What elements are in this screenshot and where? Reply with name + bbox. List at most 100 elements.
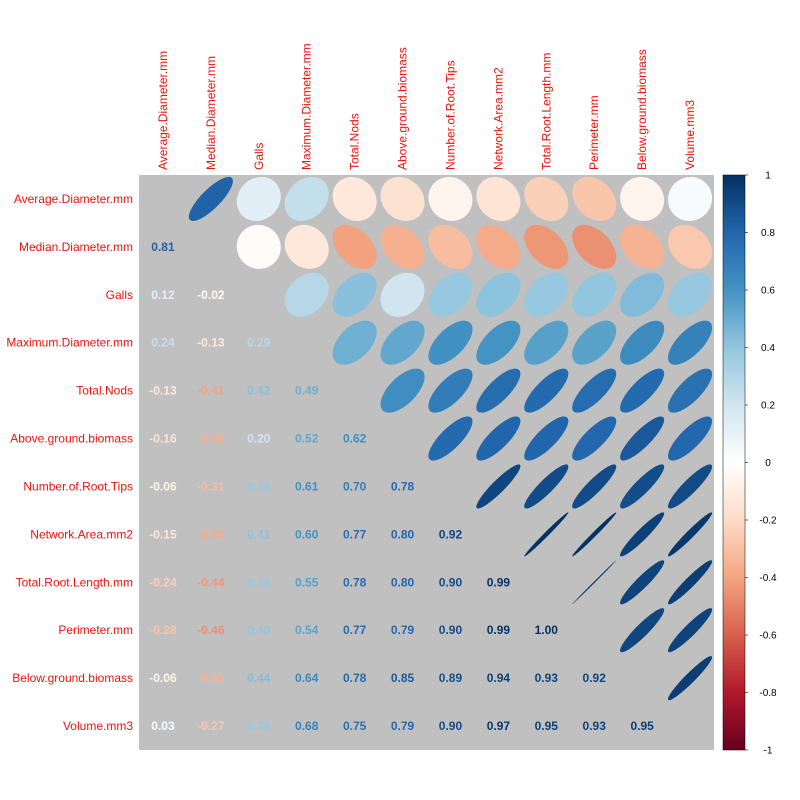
corr-value-below-ground-biomass-network-area-mm2: 0.94: [487, 671, 511, 685]
corr-ellipse-number-of-root-tips-total-root-length-mm: [524, 464, 569, 509]
corr-ellipse-above-ground-biomass-volume-mm3: [668, 416, 713, 461]
corr-ellipse-total-nods-volume-mm3: [668, 368, 713, 413]
corr-value-perimeter-mm-galls: 0.40: [247, 623, 271, 637]
corr-ellipse-number-of-root-tips-perimeter-mm: [572, 464, 617, 509]
corr-value-below-ground-biomass-number-of-root-tips: 0.89: [439, 671, 463, 685]
corr-ellipse-maximum-diameter-mm-volume-mm3: [668, 320, 713, 365]
corr-ellipse-perimeter-mm-below-ground-biomass: [620, 608, 665, 653]
corr-value-below-ground-biomass-total-root-length-mm: 0.93: [535, 671, 559, 685]
corr-value-network-area-mm2-above-ground-biomass: 0.80: [391, 527, 415, 541]
row-label-galls: Galls: [106, 288, 133, 302]
row-label-below-ground-biomass: Below.ground.biomass: [12, 671, 133, 685]
corr-ellipse-average-diameter-mm-galls: [236, 176, 281, 221]
corr-ellipse-median-diameter-mm-total-root-length-mm: [524, 224, 569, 269]
corr-ellipse-total-root-length-mm-volume-mm3: [668, 560, 713, 605]
corr-value-volume-mm3-average-diameter-mm: 0.03: [151, 719, 175, 733]
corr-value-below-ground-biomass-average-diameter-mm: -0.06: [149, 671, 177, 685]
color-legend-tick-label: 1: [765, 171, 771, 182]
coefficient-layer: 0.81 0.12 -0.02 0.24 -0.13 0.29 -0.13 -0.41 0.42…: [149, 240, 654, 733]
corr-ellipse-maximum-diameter-mm-above-ground-biomass: [380, 320, 425, 365]
color-legend-tick-label: 0.4: [761, 343, 775, 354]
corr-value-total-root-length-mm-total-nods: 0.78: [343, 575, 367, 589]
color-legend-tick-label: -0.6: [759, 631, 777, 642]
corr-ellipse-total-nods-network-area-mm2: [476, 368, 521, 413]
corr-value-volume-mm3-total-nods: 0.75: [343, 719, 367, 733]
corr-value-perimeter-mm-median-diameter-mm: -0.46: [197, 623, 225, 637]
corr-value-network-area-mm2-number-of-root-tips: 0.92: [439, 527, 463, 541]
corr-ellipse-average-diameter-mm-total-root-length-mm: [524, 176, 569, 221]
col-label-volume-mm3: Volume.mm3: [683, 100, 697, 170]
corr-ellipse-below-ground-biomass-volume-mm3: [668, 656, 713, 701]
corr-ellipse-median-diameter-mm-total-nods: [332, 224, 377, 269]
corr-value-volume-mm3-above-ground-biomass: 0.79: [391, 719, 415, 733]
corr-value-number-of-root-tips-average-diameter-mm: -0.06: [149, 479, 177, 493]
corr-value-perimeter-mm-number-of-root-tips: 0.90: [439, 623, 463, 637]
col-label-total-nods: Total.Nods: [348, 113, 362, 170]
corr-ellipse-median-diameter-mm-network-area-mm2: [476, 224, 521, 269]
corr-ellipse-average-diameter-mm-network-area-mm2: [476, 176, 521, 221]
corr-value-volume-mm3-number-of-root-tips: 0.90: [439, 719, 463, 733]
corr-value-total-nods-galls: 0.42: [247, 384, 271, 398]
corr-value-perimeter-mm-total-root-length-mm: 1.00: [535, 623, 559, 637]
row-label-maximum-diameter-mm: Maximum.Diameter.mm: [6, 336, 133, 350]
corr-ellipse-number-of-root-tips-below-ground-biomass: [620, 464, 665, 509]
corr-ellipse-network-area-mm2-perimeter-mm: [572, 512, 617, 557]
corr-ellipse-maximum-diameter-mm-total-nods: [332, 320, 377, 365]
row-label-median-diameter-mm: Median.Diameter.mm: [19, 240, 133, 254]
row-label-network-area-mm2: Network.Area.mm2: [30, 527, 133, 541]
col-label-number-of-root-tips: Number.of.Root.Tips: [443, 60, 457, 170]
corr-value-total-root-length-mm-median-diameter-mm: -0.44: [197, 575, 225, 589]
corr-ellipse-network-area-mm2-volume-mm3: [668, 512, 713, 557]
corr-value-volume-mm3-galls: 0.38: [247, 719, 271, 733]
row-label-total-root-length-mm: Total.Root.Length.mm: [16, 575, 133, 589]
row-label-above-ground-biomass: Above.ground.biomass: [10, 432, 133, 446]
col-label-below-ground-biomass: Below.ground.biomass: [635, 49, 649, 170]
corr-ellipse-median-diameter-mm-below-ground-biomass: [620, 224, 665, 269]
corr-ellipse-number-of-root-tips-volume-mm3: [668, 464, 713, 509]
corr-value-number-of-root-tips-maximum-diameter-mm: 0.61: [295, 479, 319, 493]
corr-ellipse-above-ground-biomass-total-root-length-mm: [524, 416, 569, 461]
corr-value-below-ground-biomass-galls: 0.44: [247, 671, 271, 685]
corr-ellipse-median-diameter-mm-maximum-diameter-mm: [284, 224, 329, 269]
corr-ellipse-above-ground-biomass-below-ground-biomass: [620, 416, 665, 461]
corr-value-total-root-length-mm-network-area-mm2: 0.99: [487, 575, 511, 589]
corr-value-below-ground-biomass-maximum-diameter-mm: 0.64: [295, 671, 319, 685]
corr-value-number-of-root-tips-above-ground-biomass: 0.78: [391, 479, 415, 493]
color-legend: 1 0.8 0.6 0.4 0.2 0 -0.2 -0.4 -0.6 -0.8 -1: [722, 171, 777, 757]
row-label-number-of-root-tips: Number.of.Root.Tips: [23, 479, 133, 493]
corr-ellipse-maximum-diameter-mm-perimeter-mm: [572, 320, 617, 365]
corr-ellipse-average-diameter-mm-above-ground-biomass: [380, 176, 425, 221]
row-label-total-nods: Total.Nods: [76, 384, 133, 398]
col-label-median-diameter-mm: Median.Diameter.mm: [204, 56, 218, 170]
corr-ellipse-galls-below-ground-biomass: [620, 272, 665, 317]
corr-ellipse-total-nods-perimeter-mm: [572, 368, 617, 413]
corr-ellipse-galls-volume-mm3: [668, 272, 713, 317]
corr-value-volume-mm3-perimeter-mm: 0.93: [583, 719, 607, 733]
corr-value-volume-mm3-below-ground-biomass: 0.95: [630, 719, 654, 733]
corr-value-perimeter-mm-total-nods: 0.77: [343, 623, 367, 637]
corr-value-total-nods-median-diameter-mm: -0.41: [197, 384, 225, 398]
corr-ellipse-average-diameter-mm-volume-mm3: [668, 176, 713, 222]
corr-ellipse-galls-total-root-length-mm: [524, 272, 569, 317]
corr-value-total-root-length-mm-average-diameter-mm: -0.24: [149, 575, 177, 589]
corr-ellipse-average-diameter-mm-perimeter-mm: [572, 176, 617, 221]
corr-ellipse-above-ground-biomass-perimeter-mm: [572, 416, 617, 461]
corr-ellipse-maximum-diameter-mm-number-of-root-tips: [428, 320, 473, 365]
col-label-total-root-length-mm: Total.Root.Length.mm: [539, 53, 553, 170]
corr-ellipse-average-diameter-mm-median-diameter-mm: [188, 176, 233, 221]
corr-value-number-of-root-tips-galls: 0.38: [247, 479, 271, 493]
row-label-volume-mm3: Volume.mm3: [63, 719, 133, 733]
corr-ellipse-network-area-mm2-below-ground-biomass: [620, 512, 665, 557]
corr-value-network-area-mm2-total-nods: 0.77: [343, 527, 367, 541]
corr-value-network-area-mm2-galls: 0.41: [247, 527, 271, 541]
corr-ellipse-average-diameter-mm-below-ground-biomass: [620, 176, 665, 221]
corr-value-above-ground-biomass-total-nods: 0.62: [343, 432, 367, 446]
corr-ellipse-total-nods-total-root-length-mm: [524, 368, 569, 413]
corr-ellipse-total-root-length-mm-perimeter-mm: [572, 560, 617, 605]
color-legend-tick-label: 0.2: [761, 401, 775, 412]
corr-ellipse-average-diameter-mm-maximum-diameter-mm: [284, 176, 329, 221]
corr-ellipse-above-ground-biomass-network-area-mm2: [476, 416, 521, 461]
corr-ellipse-median-diameter-mm-above-ground-biomass: [380, 224, 425, 269]
corr-value-number-of-root-tips-total-nods: 0.70: [343, 479, 367, 493]
col-label-average-diameter-mm: Average.Diameter.mm: [156, 51, 170, 170]
